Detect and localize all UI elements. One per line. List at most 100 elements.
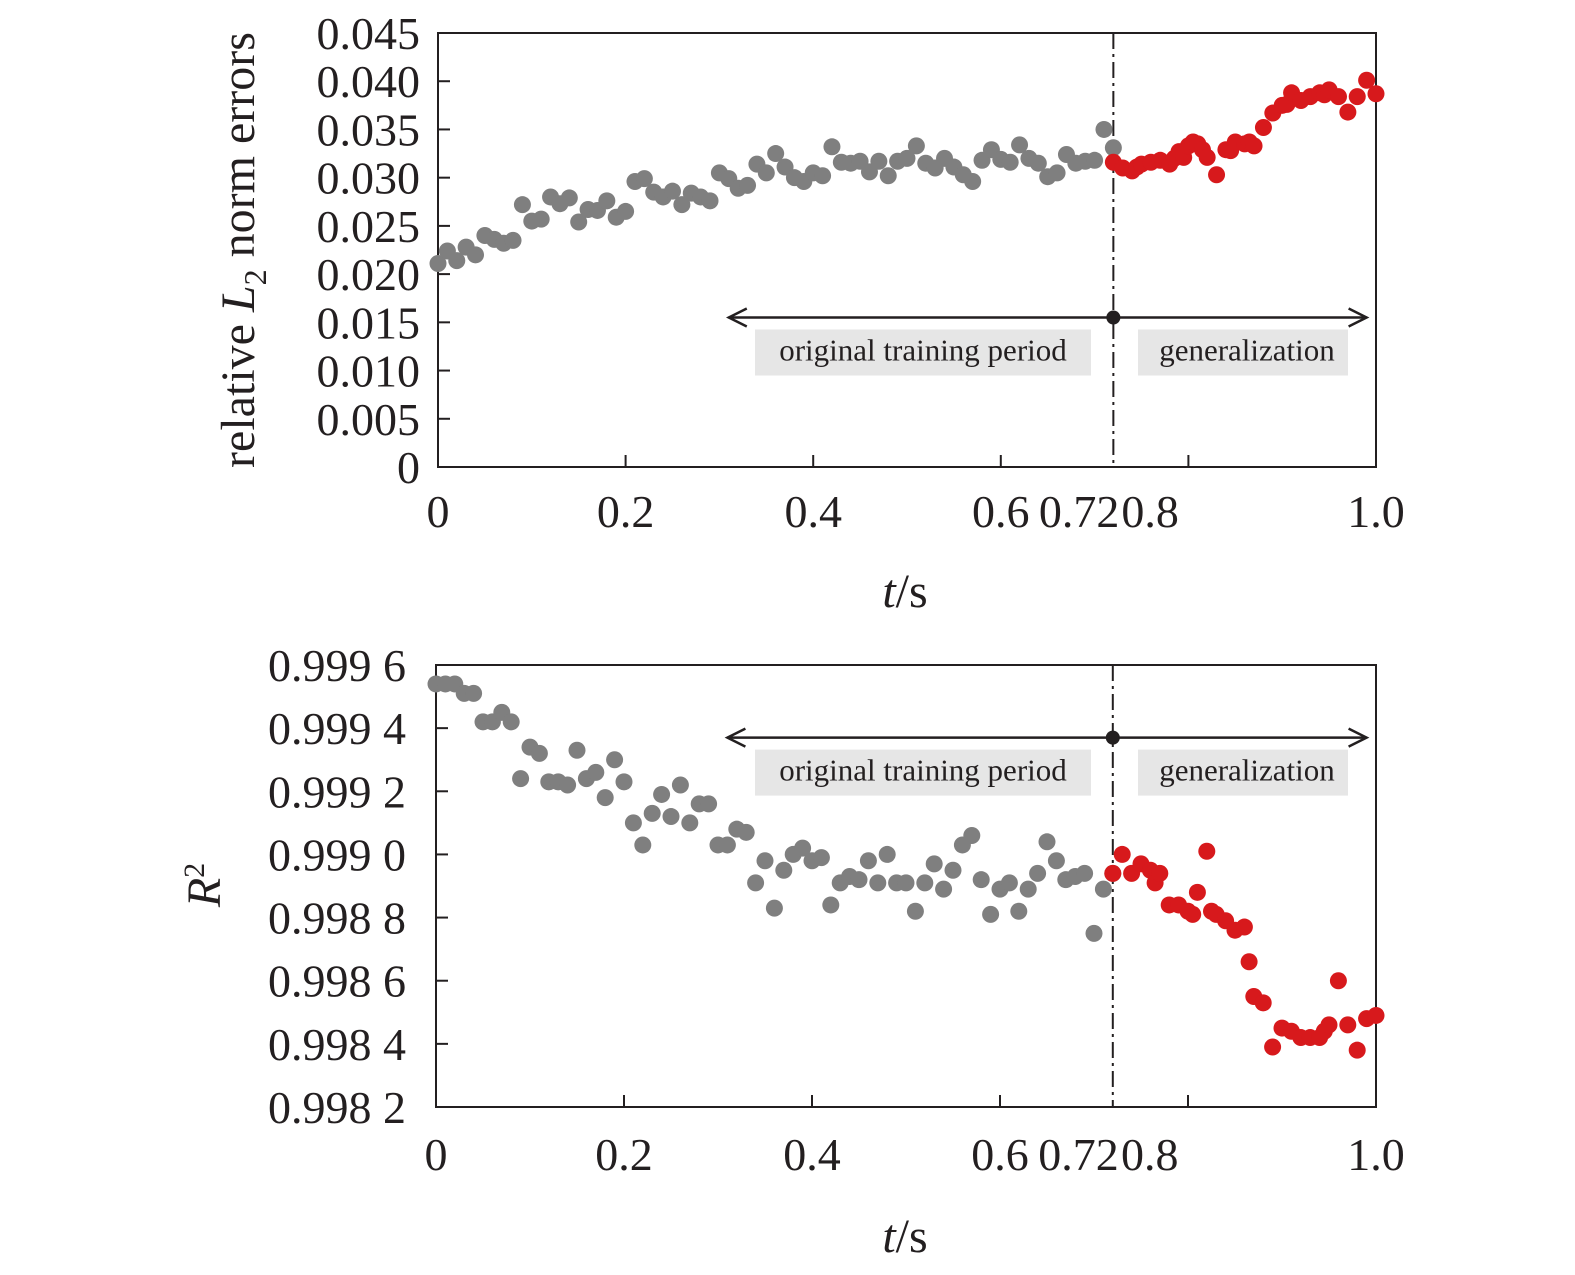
training-point: [1010, 902, 1028, 920]
y-tick-label: 0.010: [317, 346, 421, 397]
svg-text:relative L2 norm errors: relative L2 norm errors: [212, 32, 273, 468]
svg-text:t/s: t/s: [882, 1210, 927, 1263]
training-point: [963, 826, 981, 844]
training-point: [673, 196, 691, 214]
generalization-point: [1188, 883, 1206, 901]
training-point: [467, 246, 485, 264]
y-label-subscript: 2: [237, 269, 273, 285]
plot-frame: [437, 32, 1377, 468]
l2-error-chart: relative L2 norm errors t/s 00.0050.0100…: [212, 8, 1405, 618]
training-point: [1029, 154, 1047, 172]
training-point: [568, 741, 586, 759]
training-period-label: original training period: [779, 333, 1067, 368]
x-tick-label: 0.2: [595, 1129, 653, 1180]
training-point: [1086, 151, 1104, 169]
x-axis-label: t/s: [882, 565, 927, 618]
training-point: [812, 849, 830, 867]
x-tick-label: 0.72: [1039, 486, 1120, 537]
training-point: [794, 839, 812, 857]
x-tick-label: 0.6: [972, 486, 1030, 537]
generalization-point: [1254, 994, 1272, 1012]
training-point: [823, 138, 841, 156]
training-point: [1001, 153, 1019, 171]
generalization-point: [1320, 1016, 1338, 1034]
generalization-label-background: [1138, 329, 1348, 376]
y-label-prefix: relative: [212, 312, 265, 468]
x-tick-label: 1.0: [1347, 1129, 1405, 1180]
y-label-suffix: norm errors: [212, 32, 265, 269]
period-arrowhead-left: [725, 307, 748, 328]
training-point: [559, 776, 577, 794]
period-arrowhead-left: [724, 727, 746, 748]
training-point: [1094, 880, 1112, 898]
generalization-point: [1235, 918, 1253, 936]
training-point: [859, 852, 877, 870]
training-point: [850, 871, 868, 889]
generalization-point: [1367, 1006, 1385, 1024]
training-point: [982, 905, 1000, 923]
x-tick-label: 0.8: [1121, 486, 1179, 537]
training-point: [560, 189, 578, 207]
training-point: [504, 231, 522, 249]
generalization-point: [1339, 1016, 1357, 1034]
training-point: [775, 861, 793, 879]
period-boundary-dot: [1105, 730, 1120, 745]
y-tick-label: 0.998 4: [268, 1019, 406, 1070]
training-point: [822, 896, 840, 914]
training-point: [878, 845, 896, 863]
training-point: [814, 167, 832, 185]
generalization-point: [1198, 842, 1216, 860]
period-arrowhead-right: [1348, 727, 1370, 748]
training-point: [532, 210, 550, 228]
training-point: [606, 751, 624, 769]
y-tick-label: 0.030: [317, 153, 421, 204]
training-point: [635, 170, 653, 188]
training-point: [615, 773, 633, 791]
training-point: [1047, 852, 1065, 870]
y-axis-label: relative L2 norm errors: [212, 32, 273, 468]
generalization-point: [1113, 845, 1131, 863]
plot-frame: [435, 664, 1377, 1108]
training-point: [1038, 833, 1056, 851]
training-point: [972, 871, 990, 889]
training-point: [513, 196, 531, 214]
training-point: [502, 713, 520, 731]
training-point: [624, 814, 642, 832]
generalization-point: [1367, 85, 1385, 103]
x-tick-label: 0: [425, 1129, 448, 1180]
y-tick-label: 0.998 6: [268, 956, 406, 1007]
generalization-point: [1104, 864, 1122, 882]
r-squared-chart: R2 t/s 0.998 2 0.998 4 0.998 6 0.998 8 0.999…: [178, 640, 1405, 1263]
training-point: [530, 744, 548, 762]
training-point: [765, 899, 783, 917]
training-point: [587, 763, 605, 781]
training-point: [512, 770, 530, 788]
generalization-point: [1264, 1038, 1282, 1056]
training-point: [701, 192, 719, 210]
y-tick-label: 0.999 2: [268, 766, 406, 817]
y-tick-label: 0.998 8: [268, 893, 406, 944]
y-tick-label: 0.035: [317, 104, 421, 155]
svg-text:t/s: t/s: [882, 565, 927, 618]
training-point: [664, 182, 681, 200]
x-tick-label: 0.2: [597, 486, 655, 537]
y-label-superscript: 2: [178, 863, 211, 878]
y-tick-label: 0.999 6: [268, 640, 406, 691]
x-tick-label: 1.0: [1347, 486, 1405, 537]
training-point: [617, 202, 635, 220]
x-label-var: t: [882, 565, 897, 618]
generalization-point: [1339, 103, 1357, 121]
training-point: [907, 137, 925, 155]
x-tick-label: 0: [427, 486, 450, 537]
y-tick-label: 0.999 4: [268, 703, 406, 754]
training-period-label: original training period: [779, 753, 1067, 788]
training-point: [681, 814, 699, 832]
generalization-point: [1240, 953, 1258, 971]
generalization-point: [1329, 972, 1347, 990]
generalization-point: [1254, 119, 1272, 137]
x-label-unit: /s: [896, 565, 928, 618]
generalization-label: generalization: [1159, 333, 1335, 368]
generalization-point: [1358, 71, 1376, 89]
y-tick-label: 0.999 0: [268, 829, 406, 880]
training-point: [634, 836, 652, 854]
